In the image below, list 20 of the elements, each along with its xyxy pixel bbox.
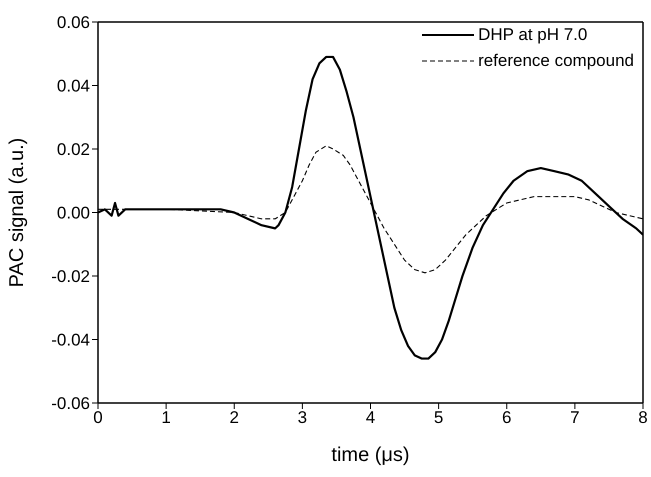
x-tick-label: 4 bbox=[366, 408, 376, 428]
x-tick-label: 1 bbox=[161, 408, 171, 428]
y-tick-label: -0.02 bbox=[51, 267, 90, 286]
y-tick-label: 0.06 bbox=[56, 13, 90, 32]
y-axis-title: PAC signal (a.u.) bbox=[6, 138, 28, 288]
y-tick-label: 0.00 bbox=[56, 204, 90, 223]
x-tick-label: 0 bbox=[93, 408, 103, 428]
x-tick-label: 7 bbox=[570, 408, 580, 428]
x-axis-title: time (μs) bbox=[331, 444, 410, 466]
y-tick-label: -0.06 bbox=[51, 394, 90, 414]
x-tick-label: 5 bbox=[434, 408, 444, 428]
x-tick-label: 8 bbox=[638, 408, 648, 428]
x-tick-label: 2 bbox=[230, 408, 239, 428]
legend-label: reference compound bbox=[478, 50, 634, 72]
y-tick-label: 0.04 bbox=[56, 76, 90, 96]
x-tick-label: 3 bbox=[298, 408, 308, 428]
y-tick-label: -0.04 bbox=[51, 330, 90, 350]
x-tick-label: 6 bbox=[502, 408, 512, 428]
y-tick-label: 0.02 bbox=[56, 140, 90, 160]
legend-label: DHP at pH 7.0 bbox=[478, 24, 588, 46]
